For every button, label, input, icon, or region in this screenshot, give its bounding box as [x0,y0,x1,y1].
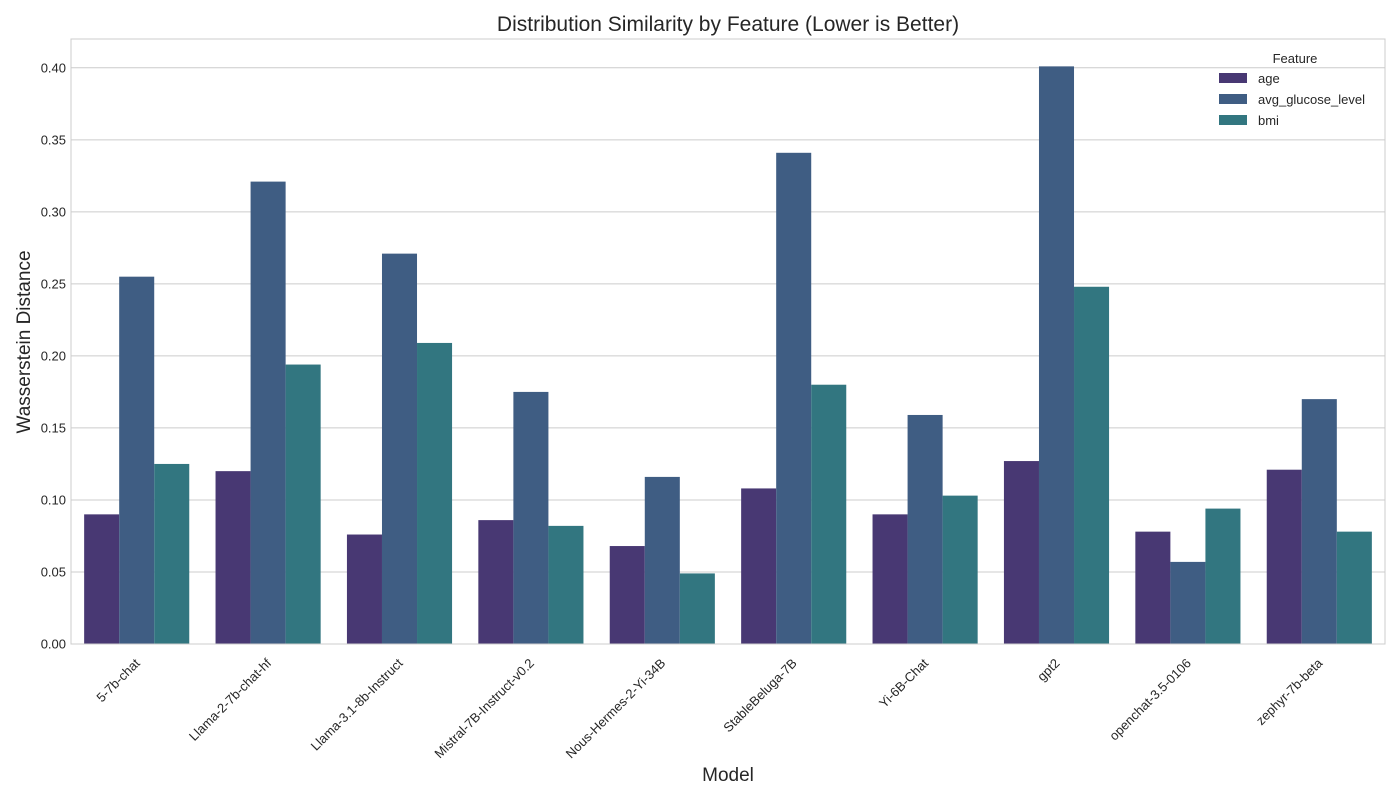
x-tick-label: Nous-Hermes-2-Yi-34B [563,656,669,762]
x-tick-label: Llama-2-7b-chat-hf [186,655,275,744]
bar-avg-glucose-level [1038,66,1075,645]
x-tick-label: Llama-3.1-8b-Instruct [308,655,406,753]
bar-age [215,471,251,644]
bar-avg-glucose-level [1301,399,1337,644]
bar-bmi [1336,531,1372,644]
legend-label: age [1258,71,1280,86]
x-tick-label: openchat-3.5-0106 [1106,656,1194,744]
x-tick-label: Mistral-7B-Instruct-v0.2 [431,656,537,762]
bar-age [872,514,908,644]
bar-age [741,488,777,644]
bar-bmi [811,384,847,644]
y-tick-label: 0.00 [41,637,66,652]
x-tick-label: zephyr-7b-beta [1253,655,1326,728]
bar-avg-glucose-level [381,253,418,644]
bar-avg-glucose-level [119,276,155,644]
bar-age [84,514,120,644]
bar-bmi [154,463,190,644]
bar-bmi [285,364,321,644]
y-tick-label: 0.35 [41,132,66,147]
y-tick-label: 0.15 [41,420,66,435]
legend-label: bmi [1258,113,1279,128]
y-tick-label: 0.40 [41,60,66,75]
bar-avg-glucose-level [250,181,286,644]
y-axis-label: Wasserstein Distance [14,250,35,433]
bar-age [478,520,514,644]
bar-bmi [942,495,978,644]
y-tick-label: 0.20 [41,348,66,363]
bar-age [1135,531,1171,644]
legend-swatch [1219,115,1247,125]
x-axis-ticks: 5-7b-chat Llama-2-7b-chat-hf Llama-3.1-8b-… [93,655,1326,761]
bar-age [609,546,645,644]
chart-title: Distribution Similarity by Feature (Lowe… [497,13,959,36]
y-axis-ticks: 0.00 0.05 0.10 0.15 0.20 0.25 0.30 0.35 0.40 [41,60,66,651]
y-tick-label: 0.05 [41,564,66,579]
y-tick-label: 0.30 [41,204,66,219]
bar-bmi [548,525,584,644]
y-tick-label: 0.25 [41,276,66,291]
bar-avg-glucose-level [907,414,943,644]
bar-bmi [417,342,453,644]
bar-avg-glucose-level [776,152,812,645]
x-tick-label: gpt2 [1034,656,1063,685]
x-tick-label: Yi-6B-Chat [876,655,931,710]
bars [84,66,1372,645]
bar-bmi [1205,508,1241,644]
legend-label: avg_glucose_level [1258,92,1365,107]
bar-avg-glucose-level [1170,561,1206,644]
x-tick-label: StableBeluga-7B [720,656,800,736]
bar-bmi [679,573,715,644]
y-tick-label: 0.10 [41,492,66,507]
bar-bmi [1074,286,1110,644]
legend-title: Feature [1273,51,1318,66]
x-tick-label: 5-7b-chat [93,655,143,705]
bar-avg-glucose-level [513,391,549,644]
bar-avg-glucose-level [644,476,680,644]
legend-swatch [1219,94,1247,104]
bar-age [1266,469,1302,644]
bar-age [1003,461,1039,644]
legend-swatch [1219,73,1247,83]
x-axis-label: Model [702,765,754,786]
bar-age [346,534,382,644]
plot-frame [70,38,1386,645]
